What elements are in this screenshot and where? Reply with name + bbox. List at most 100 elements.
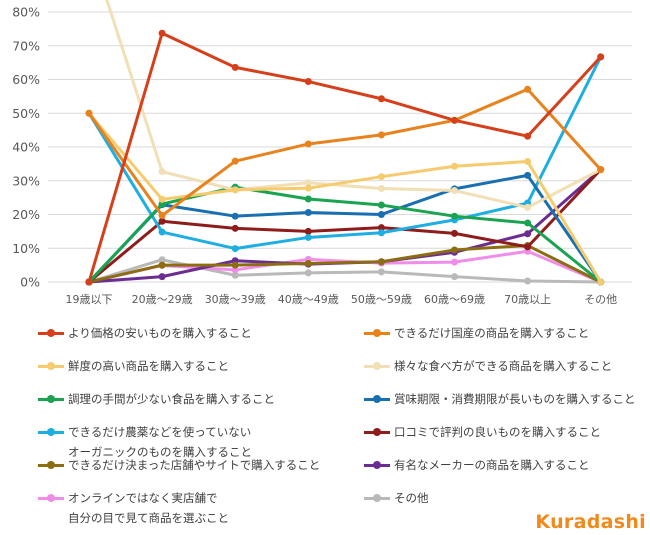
data-point: [524, 203, 532, 211]
legend-marker-dot: [47, 329, 55, 337]
y-tick-label: 10%: [12, 241, 40, 256]
data-point: [304, 269, 312, 277]
line-chart: 0% 10% 20% 30% 40% 50% 60% 70% 80% 19歳以下 20歳～29歳 30…: [12, 0, 632, 306]
series-line: [88, 249, 602, 284]
data-point: [304, 140, 312, 148]
legend-marker-dot: [373, 461, 381, 469]
legend-item: 賞味期限・消費期限が長いものを購入すること: [364, 391, 636, 407]
legend-item: 様々な食べ方ができる商品を購入すること: [364, 358, 612, 374]
legend-marker: [38, 329, 64, 337]
data-point: [597, 278, 605, 286]
legend-marker: [364, 395, 390, 403]
data-point: [231, 271, 239, 279]
series-group: [85, 0, 605, 286]
data-point: [524, 277, 532, 285]
data-point: [451, 212, 458, 220]
data-point: [231, 224, 239, 232]
x-tick-label: 30歳～39歳: [205, 293, 266, 306]
legend-extra-text: オーガニックのものを購入すること: [68, 445, 252, 459]
x-tick-label: その他: [584, 293, 617, 306]
data-point: [304, 179, 312, 187]
legend-item: オンラインではなく実店舗で: [38, 490, 218, 506]
legend-item: 有名なメーカーの商品を購入すること: [364, 457, 590, 473]
legend-marker-dot: [47, 395, 55, 403]
data-point: [377, 268, 385, 276]
legend-marker-dot: [47, 362, 55, 370]
data-point: [377, 173, 385, 181]
legend-label: 様々な食べ方ができる商品を購入すること: [394, 359, 613, 373]
legend-marker: [364, 494, 390, 502]
data-point: [304, 259, 312, 267]
kuradashi-logo: Kuradashi: [535, 511, 646, 533]
data-point: [304, 227, 312, 235]
data-point: [524, 132, 532, 140]
data-point: [158, 256, 166, 264]
legend-label: できるだけ決まった店舗やサイトで購入すること: [68, 458, 321, 472]
data-point: [158, 261, 166, 269]
legend-label: できるだけ国産の商品を購入すること: [394, 326, 590, 340]
data-point: [158, 195, 166, 203]
legend-marker: [364, 329, 390, 337]
data-point: [158, 212, 166, 220]
legend-marker-dot: [47, 428, 55, 436]
data-point: [597, 166, 605, 174]
y-tick-label: 70%: [12, 38, 40, 53]
data-point: [451, 116, 458, 124]
data-point: [377, 201, 385, 209]
y-tick-label: 40%: [12, 140, 40, 155]
data-point: [231, 261, 239, 269]
legend-item: その他: [364, 490, 429, 506]
data-point: [304, 233, 312, 241]
data-point: [524, 158, 532, 166]
data-point: [524, 243, 532, 251]
legend-marker: [38, 428, 64, 436]
data-point: [451, 246, 458, 254]
legend-label: できるだけ農薬などを使っていない: [68, 425, 252, 439]
legend-marker-dot: [47, 494, 55, 502]
legend-marker: [364, 428, 390, 436]
x-tick-label: 50歳～59歳: [351, 293, 412, 306]
data-point: [158, 228, 166, 236]
series-line: [87, 31, 602, 283]
data-point: [524, 85, 532, 93]
data-point: [451, 187, 458, 195]
legend-label: 口コミで評判の良いものを購入すること: [394, 425, 601, 439]
series-line: [88, 244, 602, 284]
data-point: [231, 157, 239, 165]
data-point: [377, 229, 385, 237]
data-point: [158, 168, 166, 176]
legend-label: オンラインではなく実店舗で: [68, 491, 218, 505]
legend-item: できるだけ決まった店舗やサイトで購入すること: [38, 457, 320, 473]
data-point: [524, 171, 532, 179]
y-tick-label: 20%: [12, 207, 40, 222]
x-tick-label: 70歳以上: [504, 293, 551, 306]
data-point: [597, 53, 605, 61]
legend-label-line2: 自分の目で見て商品を選ぶこと: [68, 511, 229, 525]
legend-item: できるだけ国産の商品を購入すること: [364, 325, 589, 341]
series-line: [87, 185, 602, 284]
y-tick-label: 80%: [12, 5, 40, 20]
data-point: [377, 211, 385, 218]
legend-marker-dot: [373, 362, 381, 370]
legend-item: より価格の安いものを購入すること: [38, 325, 252, 341]
data-point: [524, 230, 532, 238]
legend-marker-dot: [373, 494, 381, 502]
legend-label: 賞味期限・消費期限が長いものを購入すること: [394, 392, 636, 406]
data-point: [158, 29, 166, 37]
data-point: [451, 273, 458, 281]
data-point: [377, 224, 385, 232]
legend-marker: [38, 362, 64, 370]
data-point: [158, 217, 166, 225]
legend-marker-dot: [373, 395, 381, 403]
x-tick-label: 20歳～29歳: [132, 293, 193, 306]
series-line: [87, 87, 602, 218]
y-tick-label: 30%: [12, 173, 40, 188]
series-line: [88, 168, 602, 284]
data-point: [377, 131, 385, 139]
y-tick-label: 0%: [20, 275, 40, 290]
data-point: [231, 245, 239, 253]
data-point: [231, 212, 239, 220]
data-point: [85, 278, 93, 286]
data-point: [231, 63, 239, 71]
legend-marker-dot: [373, 329, 381, 337]
